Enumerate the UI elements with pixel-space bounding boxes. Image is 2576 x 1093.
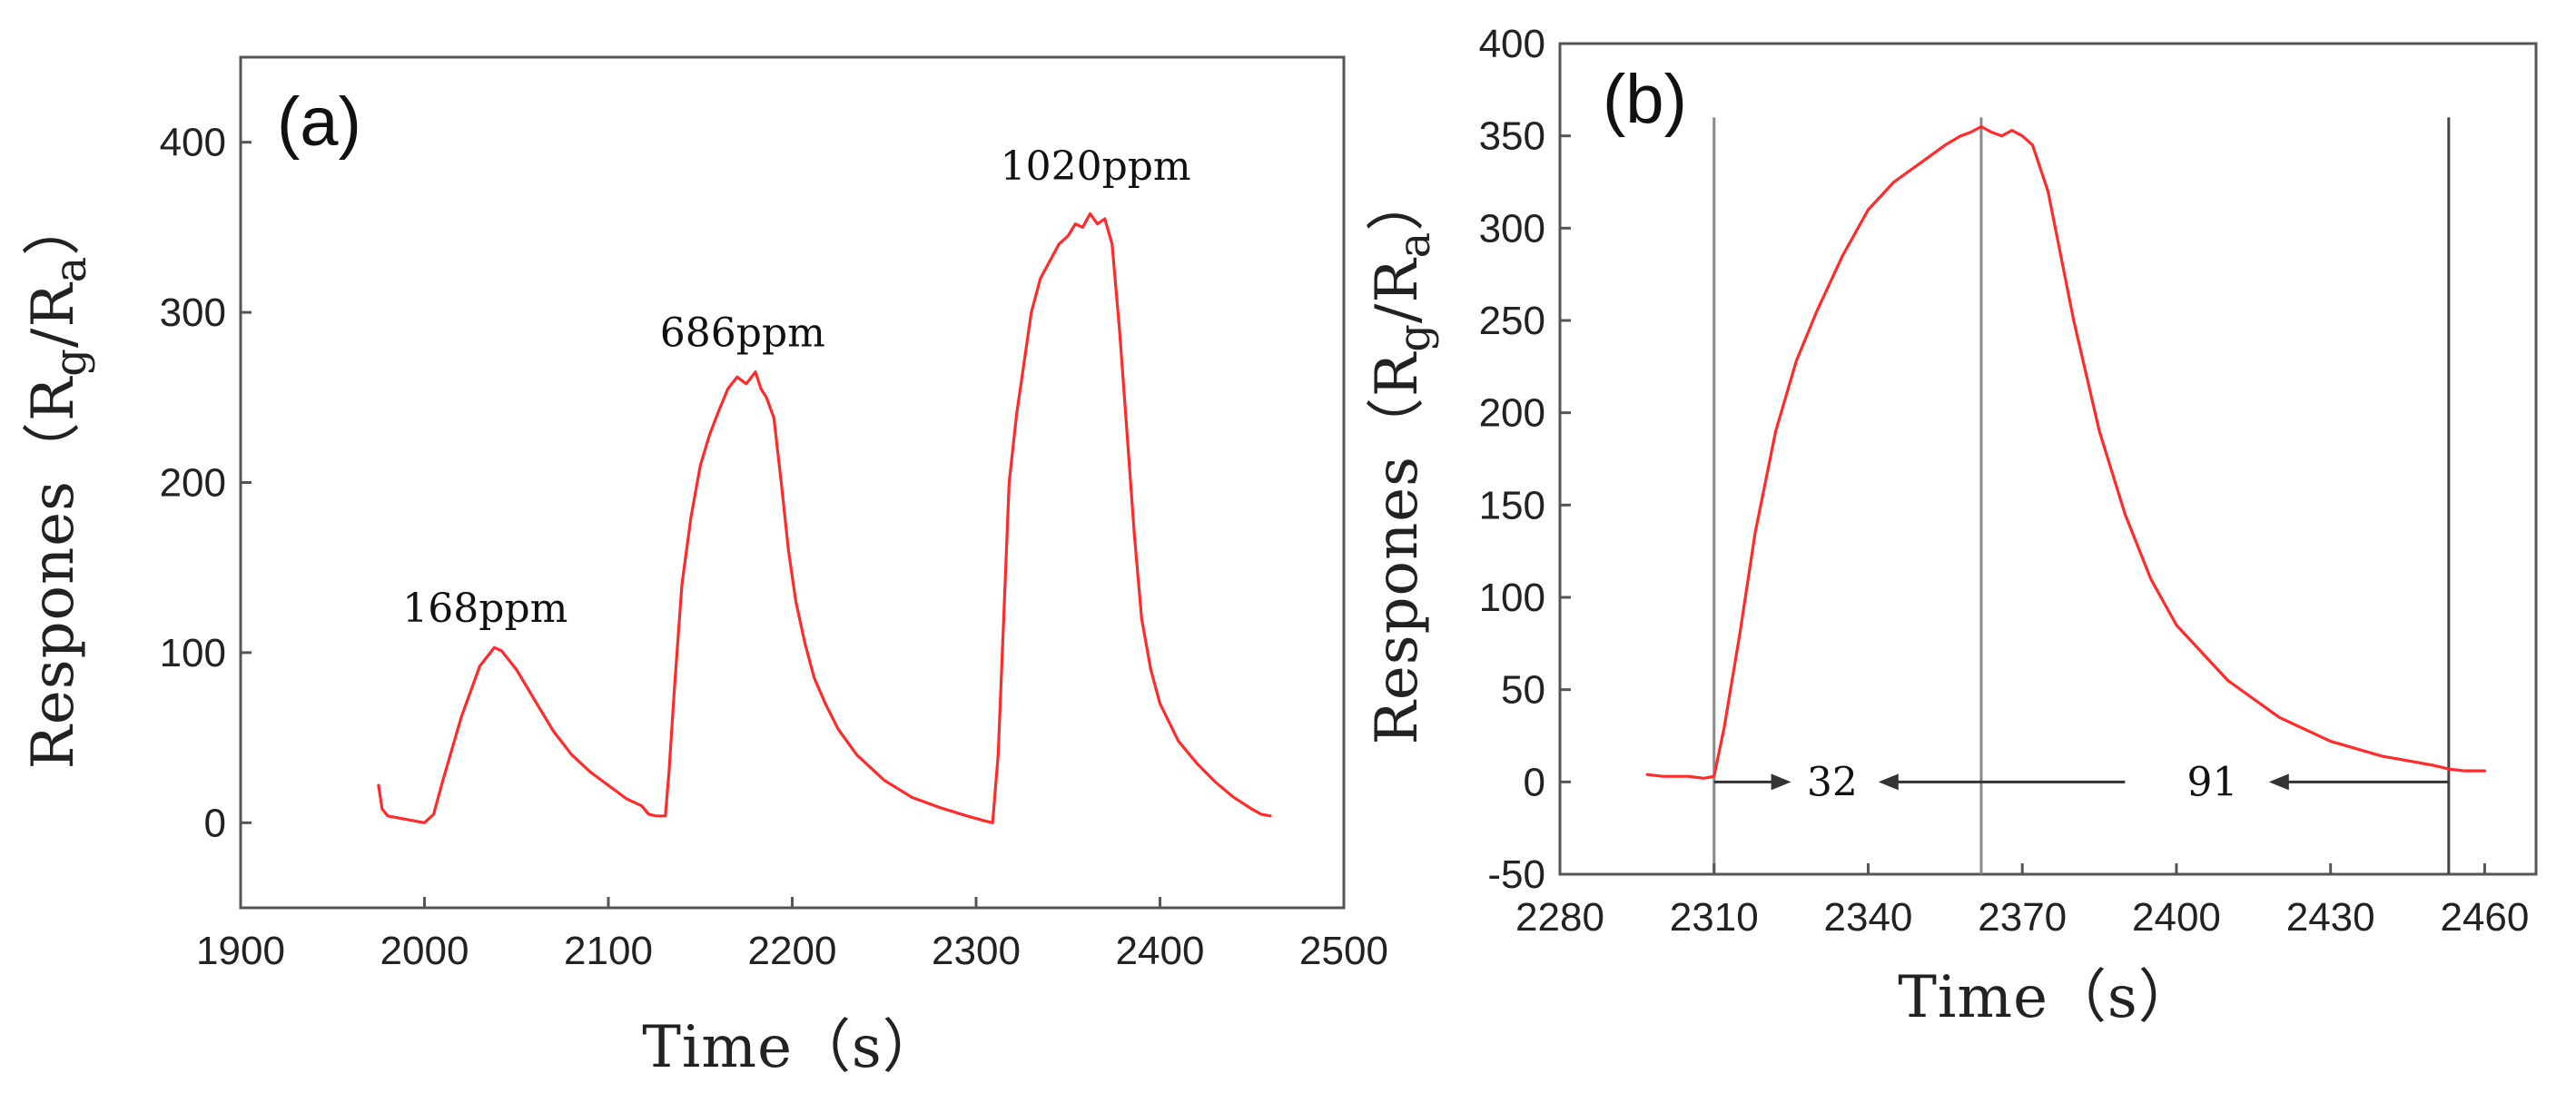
arrows-b bbox=[1713, 773, 2449, 791]
annotations-b: 32 91 bbox=[1807, 759, 2238, 805]
x-tick-label: 2370 bbox=[1978, 895, 2067, 940]
y-tick-label: 150 bbox=[1479, 483, 1545, 527]
chart-panel-a: 0 100 200 300 400 1900 2000 2100 2200 2300 2400 25… bbox=[20, 55, 1388, 1081]
y-axis-label-b-prefix: Respones（R bbox=[1364, 351, 1431, 744]
x-tick-label: 2200 bbox=[748, 929, 837, 973]
y-tick-label: -50 bbox=[1487, 852, 1545, 897]
x-tick-label: 2400 bbox=[1116, 929, 1205, 973]
x-tick-label: 1900 bbox=[196, 929, 285, 973]
y-tick-label: 100 bbox=[160, 631, 226, 675]
y-tick-label: 0 bbox=[1524, 760, 1545, 804]
panel-label-b: (b) bbox=[1603, 61, 1687, 138]
y-axis-ticks-b: -50 0 50 100 150 200 250 300 350 400 bbox=[1479, 22, 1571, 897]
data-annotation: 1020ppm bbox=[1001, 143, 1191, 190]
x-tick-label: 2460 bbox=[2440, 895, 2529, 940]
y-axis-label-a-mid: /R bbox=[20, 281, 87, 348]
y-tick-label: 100 bbox=[1479, 576, 1545, 620]
y-axis-label-b-mid: /R bbox=[1364, 257, 1431, 323]
data-annotation: 91 bbox=[2187, 759, 2238, 805]
x-tick-label: 2430 bbox=[2286, 895, 2375, 940]
y-axis-label-a: Respones（Rg/Ra） bbox=[20, 197, 96, 770]
x-tick-label: 2280 bbox=[1515, 895, 1604, 940]
data-annotation: 168ppm bbox=[402, 586, 568, 632]
x-tick-label: 2300 bbox=[932, 929, 1021, 973]
x-axis-ticks-a: 1900 2000 2100 2200 2300 2400 2500 bbox=[196, 897, 1388, 973]
annotations-a: 168ppm 686ppm 1020ppm bbox=[402, 143, 1190, 632]
y-axis-label-a-sub2: a bbox=[45, 256, 96, 283]
y-tick-label: 350 bbox=[1479, 114, 1545, 159]
y-axis-label-a-sub1: g bbox=[45, 348, 96, 377]
y-tick-label: 300 bbox=[160, 290, 226, 335]
x-axis-ticks-b: 2280 2310 2340 2370 2400 2430 2460 bbox=[1515, 863, 2529, 940]
y-tick-label: 250 bbox=[1479, 299, 1545, 343]
x-axis-label-a: Time（s） bbox=[642, 1014, 942, 1081]
y-tick-label: 200 bbox=[1479, 391, 1545, 436]
arrow-head bbox=[1771, 773, 1791, 791]
chart-panel-b: -50 0 50 100 150 200 250 300 350 400 2280 2310 2340… bbox=[1364, 22, 2538, 1031]
y-axis-ticks-a: 0 100 200 300 400 bbox=[160, 121, 252, 845]
vertical-markers-b bbox=[1712, 117, 2451, 874]
arrow-head bbox=[2268, 773, 2289, 791]
x-tick-label: 2000 bbox=[380, 929, 469, 973]
y-axis-label-b-sub2: a bbox=[1389, 231, 1440, 259]
x-tick-label: 2500 bbox=[1299, 929, 1388, 973]
x-tick-label: 2400 bbox=[2132, 895, 2221, 940]
y-axis-label-a-suffix: ） bbox=[20, 197, 87, 256]
y-tick-label: 400 bbox=[160, 121, 226, 165]
y-axis-label-b: Respones（Rg/Ra） bbox=[1364, 172, 1440, 745]
y-tick-label: 0 bbox=[204, 801, 226, 845]
data-annotation: 32 bbox=[1807, 759, 1858, 805]
panel-label-a: (a) bbox=[277, 84, 361, 161]
x-axis-label-b: Time（s） bbox=[1898, 964, 2197, 1031]
data-annotation: 686ppm bbox=[660, 310, 825, 357]
y-axis-label-a-prefix: Respones（R bbox=[20, 376, 87, 769]
y-tick-label: 400 bbox=[1479, 22, 1545, 66]
series-line-a bbox=[377, 212, 1272, 824]
x-tick-label: 2310 bbox=[1670, 895, 1759, 940]
x-tick-label: 2340 bbox=[1824, 895, 1913, 940]
y-tick-label: 200 bbox=[160, 461, 226, 506]
y-tick-label: 300 bbox=[1479, 206, 1545, 251]
y-axis-label-b-sub1: g bbox=[1389, 323, 1440, 352]
plot-frame-b bbox=[1558, 42, 2538, 876]
x-tick-label: 2100 bbox=[564, 929, 653, 973]
y-axis-label-b-suffix: ） bbox=[1364, 172, 1431, 231]
y-tick-label: 50 bbox=[1501, 668, 1545, 713]
arrow-head bbox=[1878, 773, 1899, 791]
series-line-b bbox=[1645, 124, 2486, 780]
